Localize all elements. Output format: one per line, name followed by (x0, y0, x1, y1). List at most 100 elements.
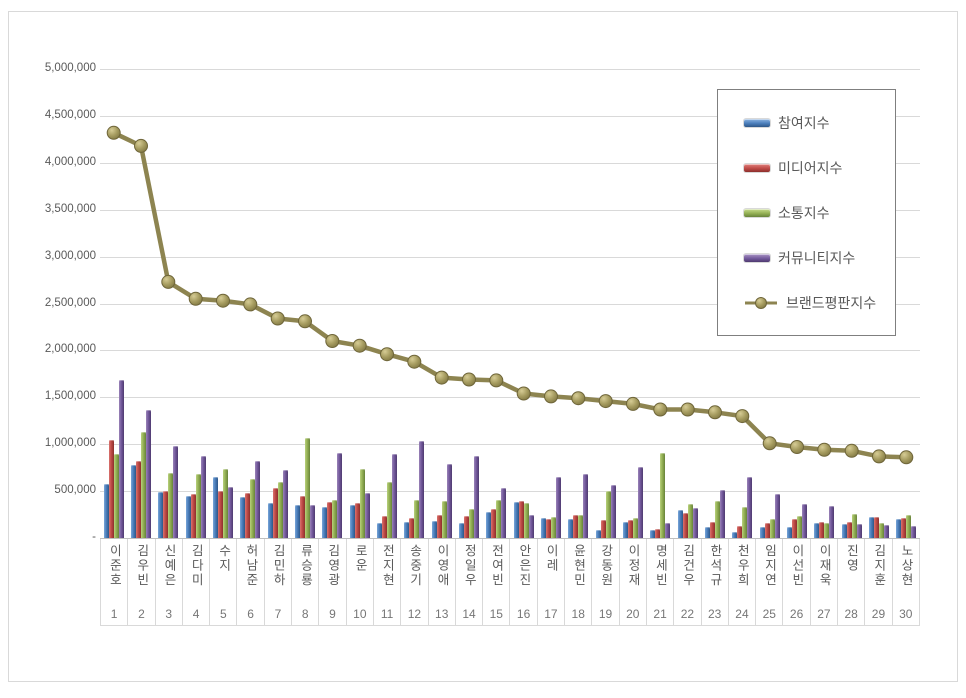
bar (250, 479, 256, 538)
category-rank: 9 (329, 607, 336, 621)
y-axis-tick-label: 4,500,000 (44, 108, 96, 121)
bar (431, 521, 437, 538)
category-name: 김지훈 (871, 544, 886, 588)
bar (715, 501, 720, 538)
bar (218, 491, 223, 538)
category-rank: 5 (219, 607, 227, 621)
bar (267, 503, 273, 538)
bar-group (459, 456, 479, 538)
bar (322, 507, 328, 538)
bar (884, 525, 889, 538)
category-name: 노상현 (899, 544, 913, 588)
bar (638, 467, 643, 538)
bar-group (131, 410, 151, 538)
bar (759, 527, 765, 538)
line-marker (188, 291, 203, 306)
line-marker (571, 391, 586, 406)
bar (377, 523, 382, 538)
bar (583, 474, 589, 538)
bar (496, 500, 502, 538)
bar-group (267, 470, 288, 538)
gridline (100, 350, 920, 352)
bar (814, 523, 820, 538)
bar (901, 518, 907, 538)
line-marker (598, 394, 613, 409)
bar (650, 530, 656, 538)
x-category-cell: 한석규 23 (700, 539, 728, 625)
bar (491, 509, 497, 538)
category-rank: 8 (301, 607, 309, 621)
bar (404, 522, 410, 538)
category-name: 수지 (216, 544, 231, 573)
bar (556, 477, 561, 538)
bar (469, 509, 474, 538)
bar (541, 518, 546, 538)
line-marker (872, 449, 886, 464)
category-rank: 11 (380, 607, 394, 621)
bar (906, 515, 912, 538)
bar (720, 490, 725, 538)
category-rank: 16 (516, 607, 531, 621)
bar (272, 488, 278, 538)
bar (501, 488, 507, 538)
category-name: 김우빈 (134, 544, 149, 588)
x-category-cell: 로운 10 (345, 539, 373, 625)
bar (874, 517, 879, 538)
bar (573, 515, 579, 538)
bar-group (732, 477, 753, 538)
bar (710, 522, 715, 538)
gridline (100, 209, 920, 211)
line-marker (653, 402, 668, 417)
category-rank: 12 (407, 607, 422, 621)
category-rank: 29 (871, 607, 886, 621)
bar (869, 517, 874, 538)
category-name: 진영 (844, 544, 859, 573)
x-category-cell: 정일우 14 (454, 539, 482, 625)
gridline (100, 69, 920, 70)
line-marker (735, 409, 750, 424)
bar (797, 516, 802, 538)
bar-group (240, 461, 261, 538)
legend-label: 참여지수 (778, 114, 830, 131)
bar (414, 500, 420, 538)
bar (732, 532, 738, 538)
line-marker (626, 396, 640, 411)
bar (113, 454, 119, 538)
legend-label: 브랜드평판지수 (786, 294, 877, 311)
bar (464, 516, 469, 538)
bar (245, 493, 251, 538)
category-name: 전지현 (380, 544, 395, 588)
category-rank: 18 (571, 607, 585, 621)
category-rank: 13 (435, 607, 449, 621)
category-rank: 4 (192, 607, 200, 621)
x-category-cell: 이정재 20 (618, 539, 646, 625)
bar-group (404, 441, 425, 538)
category-rank: 17 (544, 607, 558, 621)
bar (327, 502, 333, 538)
bar-group (595, 485, 616, 538)
category-name: 한석규 (707, 544, 722, 588)
bar (896, 519, 902, 538)
y-axis-tick-label: 5,000,000 (44, 62, 96, 74)
bar (595, 530, 601, 538)
bar (118, 380, 124, 538)
category-name: 이영애 (434, 544, 449, 588)
bar-group (513, 501, 534, 538)
bar (103, 484, 109, 538)
bar (774, 494, 780, 538)
category-name: 이선빈 (789, 544, 804, 588)
bar (200, 456, 206, 538)
line-marker (270, 311, 285, 326)
legend-item: 소통지수 (744, 203, 895, 223)
x-category-cell: 김영광 9 (318, 539, 345, 625)
bar-group (213, 469, 233, 538)
bar (787, 527, 792, 538)
x-category-cell: 천우희 24 (727, 539, 755, 625)
bar (705, 527, 710, 538)
line-marker (708, 405, 722, 420)
category-name: 송중기 (407, 544, 422, 588)
category-rank: 26 (789, 607, 804, 621)
x-category-cell: 김지훈 29 (864, 539, 891, 625)
bar (146, 410, 151, 538)
gridline (100, 397, 920, 399)
